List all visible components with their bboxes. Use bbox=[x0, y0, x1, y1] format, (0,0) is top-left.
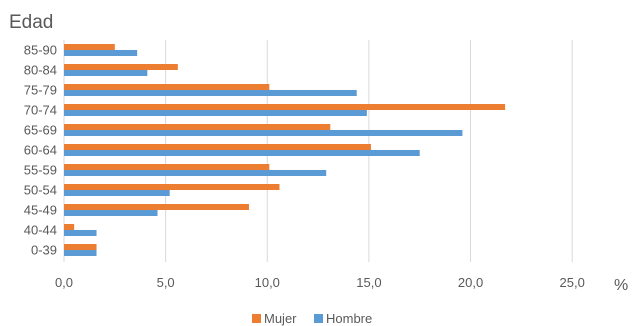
bar-hombre bbox=[64, 210, 158, 216]
category-label: 70-74 bbox=[24, 103, 57, 118]
bar-hombre bbox=[64, 250, 97, 256]
bar-mujer bbox=[64, 104, 506, 110]
category-label: 80-84 bbox=[24, 63, 57, 78]
legend-label: Mujer bbox=[264, 311, 297, 326]
legend-swatch bbox=[252, 314, 261, 323]
x-tick-label: 25,0 bbox=[560, 275, 585, 290]
bar-hombre bbox=[64, 230, 97, 236]
bars bbox=[64, 44, 506, 256]
x-tick-label: 5,0 bbox=[157, 275, 175, 290]
bar-mujer bbox=[64, 144, 371, 150]
bar-hombre bbox=[64, 90, 357, 96]
bar-hombre bbox=[64, 70, 148, 76]
category-labels: 0-39 40-44 45-49 50-54 55-59 60-64 65-69 70-74 7… bbox=[24, 43, 57, 258]
bar-mujer bbox=[64, 184, 280, 190]
category-label: 45-49 bbox=[24, 203, 57, 218]
bar-hombre bbox=[64, 190, 170, 196]
bar-mujer bbox=[64, 124, 331, 130]
bar-hombre bbox=[64, 110, 367, 116]
x-tick-label: 10,0 bbox=[255, 275, 280, 290]
x-tick-labels: 0,0 5,0 10,0 15,0 20,0 25,0 bbox=[55, 275, 585, 290]
category-label: 75-79 bbox=[24, 83, 57, 98]
bar-mujer bbox=[64, 44, 115, 50]
bar-hombre bbox=[64, 170, 327, 176]
category-label: 60-64 bbox=[24, 143, 57, 158]
legend-swatch bbox=[314, 314, 323, 323]
category-label: 50-54 bbox=[24, 183, 57, 198]
x-tick-label: 0,0 bbox=[55, 275, 73, 290]
bar-mujer bbox=[64, 164, 270, 170]
category-label: 65-69 bbox=[24, 123, 57, 138]
legend: Mujer Hombre bbox=[252, 311, 372, 326]
bar-hombre bbox=[64, 50, 138, 56]
bar-mujer bbox=[64, 224, 75, 230]
bar-mujer bbox=[64, 64, 178, 70]
bar-hombre bbox=[64, 130, 463, 136]
category-label: 55-59 bbox=[24, 163, 57, 178]
x-tick-label: 15,0 bbox=[356, 275, 381, 290]
bar-mujer bbox=[64, 244, 97, 250]
bar-hombre bbox=[64, 150, 420, 156]
x-axis-unit: % bbox=[614, 277, 628, 294]
y-axis-title: Edad bbox=[9, 12, 53, 33]
category-label: 40-44 bbox=[24, 223, 57, 238]
bar-mujer bbox=[64, 84, 270, 90]
category-label: 0-39 bbox=[31, 243, 57, 258]
x-tick-label: 20,0 bbox=[458, 275, 483, 290]
legend-label: Hombre bbox=[326, 311, 372, 326]
bar-mujer bbox=[64, 204, 249, 210]
category-label: 85-90 bbox=[24, 43, 57, 58]
